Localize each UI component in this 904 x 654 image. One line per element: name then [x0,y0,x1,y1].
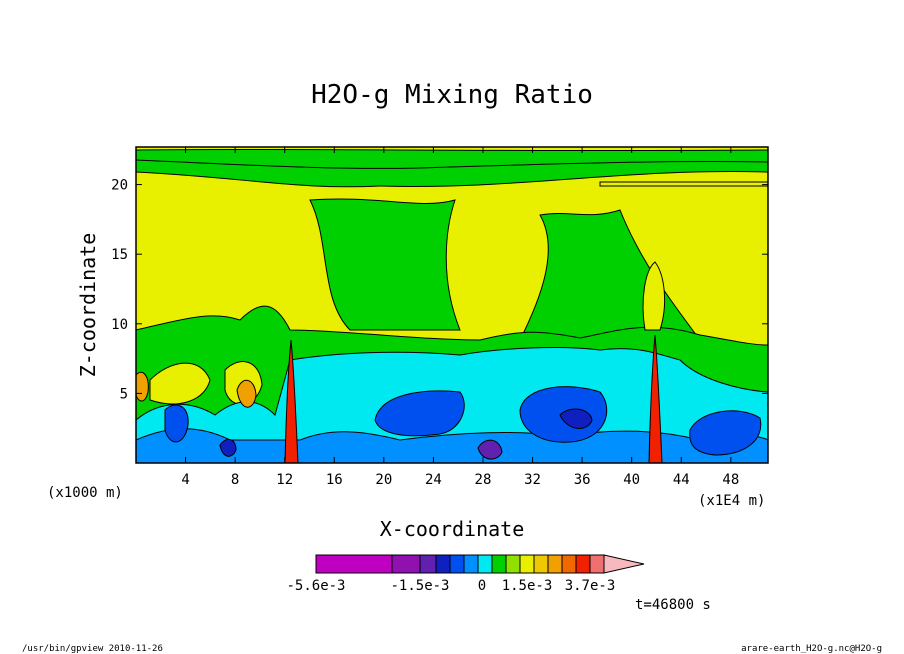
x-tick-label: 16 [326,472,343,488]
colorbar-swatch [561,554,577,574]
contour-orange-2 [136,371,149,402]
colorbar-swatch [391,554,421,574]
footer-right: arare-earth_H2O-g.nc@H2O-g [741,644,882,654]
y-tick-label: 15 [111,247,128,263]
chart-title: H2O-g Mixing Ratio [311,80,593,110]
contour-core-2 [477,439,503,460]
colorbar-swatch [519,554,535,574]
contour-core-1 [559,408,593,429]
colorbar-swatch [505,554,521,574]
colorbar-label: 1.5e-3 [502,578,553,594]
colorbar-arrow [603,554,645,574]
contour-strip [599,181,768,187]
x-unit-label: (x1000 m) [47,485,123,501]
contour-blob-1 [374,390,465,437]
x-tick-label: 32 [524,472,541,488]
colorbar-swatch [463,554,479,574]
y-axis: 5 10 15 20 [111,178,768,402]
contour-spike-2 [648,334,663,463]
colorbar-swatch [419,554,437,574]
colorbar-swatch [449,554,465,574]
x-tick-label: 20 [375,472,392,488]
colorbar-swatch [589,554,605,574]
colorbar-swatch [575,554,591,574]
x-tick-label: 44 [673,472,690,488]
y-tick-label: 5 [120,386,128,402]
colorbar-swatch [533,554,549,574]
contour-field [136,147,768,463]
contour-orange-1 [236,380,257,408]
contour-blob-4 [164,404,189,443]
contour-spike-1 [284,339,299,463]
colorbar-swatch [315,554,393,574]
contour-line-upper [136,159,768,169]
colorbar [315,554,645,574]
colorbar-swatch [477,554,493,574]
x-tick-label: 28 [475,472,492,488]
x-tick-label: 4 [181,472,189,488]
colorbar-label: 3.7e-3 [565,578,616,594]
contour-blob-3 [689,410,762,456]
contour-plume-left [309,198,461,331]
plot-frame [135,146,769,464]
colorbar-label: -1.5e-3 [390,578,449,594]
colorbar-swatch [491,554,507,574]
x-tick-label: 36 [574,472,591,488]
x-axis-title: X-coordinate [380,517,525,541]
x-tick-label: 48 [722,472,739,488]
footer-left: /usr/bin/gpview 2010-11-26 [22,644,163,654]
y-axis-title: Z-coordinate [76,233,100,378]
contour-pocket-1 [149,362,211,405]
contour-core-3 [219,438,237,457]
time-label: t=46800 s [635,597,711,613]
colorbar-swatch [547,554,563,574]
colorbar-label: -5.6e-3 [286,578,345,594]
x-axis: 4 8 12 16 20 24 28 32 36 40 44 48 [181,147,739,488]
y-tick-label: 20 [111,178,128,194]
colorbar-label: 0 [478,578,486,594]
contour-upper-band [136,148,768,188]
x-tick-label: 12 [276,472,293,488]
y-tick-label: 10 [111,317,128,333]
contour-spike-cap [642,261,665,331]
colorbar-swatch [435,554,451,574]
x-tick-label: 8 [231,472,239,488]
x-scale-label: (x1E4 m) [698,493,765,509]
colorbar-labels: -5.6e-3 -1.5e-3 0 1.5e-3 3.7e-3 [286,578,615,594]
x-tick-label: 40 [623,472,640,488]
x-tick-label: 24 [425,472,442,488]
